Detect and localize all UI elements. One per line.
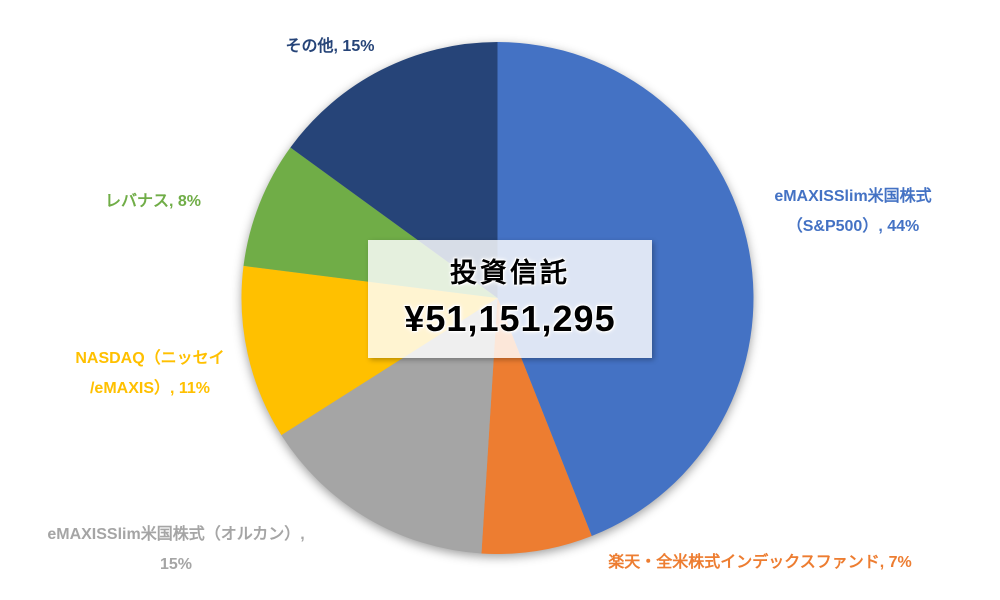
label-line: レバナス, 8% — [104, 193, 202, 210]
center-title: 投資信託 — [450, 258, 570, 289]
label-emaxisslim-sp500: eMAXISSlim米国株式 （S&P500）, 44% — [774, 182, 931, 242]
pie-slice-6 — [290, 42, 498, 298]
label-line: NASDAQ（ニッセイ — [75, 350, 225, 367]
label-line: 15% — [159, 556, 193, 573]
label-line: eMAXISSlim米国株式（オルカン）, — [47, 526, 305, 543]
label-line: その他, 15% — [285, 38, 375, 55]
label-nasdaq: NASDAQ（ニッセイ /eMAXIS）, 11% — [75, 344, 224, 404]
label-line: （S&P500）, 44% — [786, 218, 920, 235]
pie-slice-3 — [281, 298, 498, 554]
label-rakuten-zenbei: 楽天・全米株式インデックスファンド, 7% — [608, 548, 912, 578]
label-line: eMAXISSlim米国株式 — [774, 188, 932, 205]
label-emaxisslim-orukan: eMAXISSlim米国株式（オルカン）, 15% — [47, 520, 304, 580]
center-total-value: ¥51,151,295 — [404, 298, 616, 340]
label-line: 楽天・全米株式インデックスファンド, 7% — [608, 554, 912, 571]
label-levanas: レバナス, 8% — [105, 187, 201, 217]
label-line: /eMAXIS）, 11% — [89, 380, 211, 397]
label-sonota-other: その他, 15% — [286, 32, 375, 62]
pie-slice-2 — [481, 298, 592, 554]
center-total-overlay: 投資信託 ¥51,151,295 — [368, 240, 652, 358]
